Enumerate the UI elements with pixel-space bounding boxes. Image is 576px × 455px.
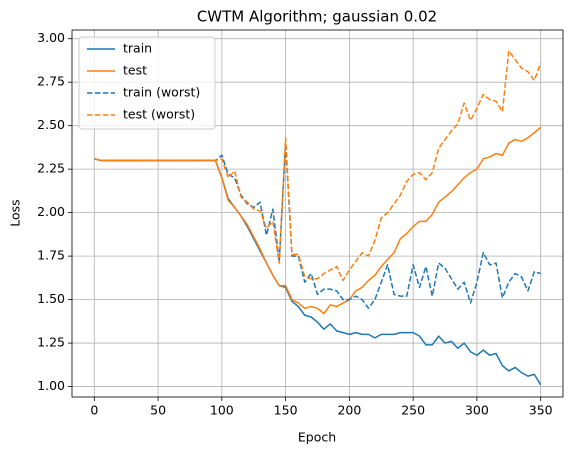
legend: train test train (worst) test (worst) <box>78 36 216 130</box>
x-tick-label: 100 <box>210 403 234 418</box>
y-tick-label: 2.25 <box>37 161 65 176</box>
series-line <box>94 126 542 315</box>
x-tick-label: 150 <box>274 403 298 418</box>
legend-label: train <box>123 41 152 56</box>
plot-frame <box>71 29 564 398</box>
y-tick-label: 1.50 <box>37 291 65 306</box>
y-tick-label: 1.00 <box>37 378 65 393</box>
legend-label: train (worst) <box>123 85 200 100</box>
x-tick-label: 300 <box>465 403 489 418</box>
x-axis-label: Epoch <box>298 430 336 445</box>
chart-title: CWTM Algorithm; gaussian 0.02 <box>197 8 437 26</box>
y-tick-label: 1.25 <box>37 335 65 350</box>
series-line <box>94 142 541 310</box>
y-tick-label: 2.50 <box>37 117 65 132</box>
y-axis-label: Loss <box>8 199 23 226</box>
series-line <box>94 50 542 282</box>
legend-box <box>78 36 216 130</box>
x-tick-label: 50 <box>150 403 166 418</box>
y-tick-label: 2.00 <box>37 204 65 219</box>
x-tick-label: 200 <box>337 403 361 418</box>
x-tick-label: 0 <box>90 403 98 418</box>
y-tick-label: 3.00 <box>37 30 65 45</box>
x-tick-label: 250 <box>401 403 425 418</box>
y-tick-label: 1.75 <box>37 248 65 263</box>
legend-label: test (worst) <box>123 107 195 122</box>
legend-label: test <box>123 63 147 78</box>
x-tick-label: 350 <box>529 403 553 418</box>
series-line <box>94 157 542 386</box>
y-tick-label: 2.75 <box>37 74 65 89</box>
